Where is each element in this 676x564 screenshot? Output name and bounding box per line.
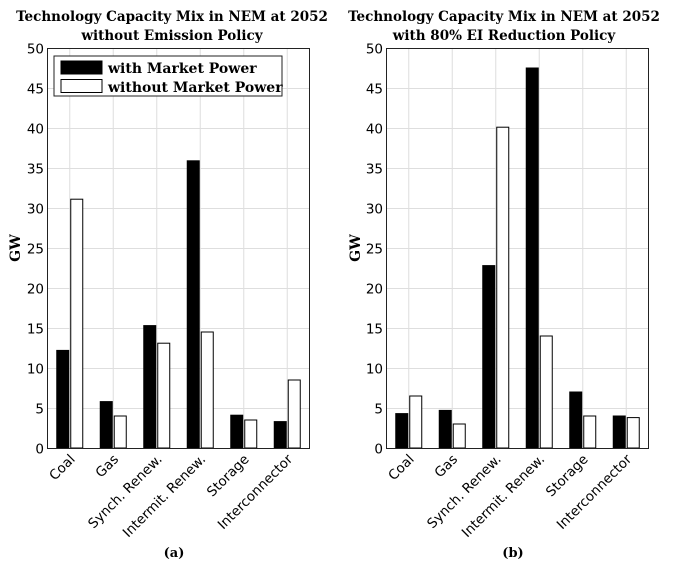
chart-title-line2: with 80% EI Reduction Policy <box>392 28 617 44</box>
x-tick-label: Interconnector <box>554 451 636 533</box>
legend-swatch-with-market-power <box>60 60 103 75</box>
bar-without-market-power <box>244 419 258 449</box>
chart-title-line1: Technology Capacity Mix in NEM at 2052 <box>16 9 328 25</box>
y-tick-label: 5 <box>35 402 44 418</box>
chart-panel-a: Technology Capacity Mix in NEM at 2052 w… <box>8 9 328 561</box>
y-tick-label: 45 <box>27 82 44 98</box>
y-tick-label: 40 <box>27 122 44 138</box>
plot-area-frame <box>47 48 310 449</box>
bar-without-market-power <box>583 415 597 449</box>
legend-label-without-market-power: without Market Power <box>107 80 283 96</box>
bar-with-market-power <box>438 409 452 449</box>
legend: with Market Power without Market Power <box>53 55 283 97</box>
plot-area-frame <box>386 48 649 449</box>
y-tick-label: 40 <box>366 122 383 138</box>
bar-without-market-power <box>452 423 466 449</box>
y-tick-label: 0 <box>35 442 44 458</box>
bar-with-market-power <box>569 391 583 449</box>
bar-without-market-power <box>496 126 510 449</box>
x-tick-label: Gas <box>432 452 462 482</box>
x-tick-label: Coal <box>46 452 78 484</box>
y-tick-label: 35 <box>27 162 44 178</box>
bar-with-market-power <box>143 325 157 449</box>
bar-without-market-power <box>409 395 423 449</box>
bar-without-market-power <box>200 331 214 449</box>
chart-title-line1: Technology Capacity Mix in NEM at 2052 <box>348 9 660 25</box>
bar-with-market-power <box>99 401 113 449</box>
x-tick-label: Synch. Renew. <box>85 452 165 532</box>
bar-without-market-power <box>539 335 553 449</box>
bar-with-market-power <box>230 414 244 449</box>
bar-without-market-power <box>626 417 640 449</box>
x-tick-label: Gas <box>93 452 123 482</box>
y-tick-label: 0 <box>374 442 383 458</box>
x-tick-label: Synch. Renew. <box>424 452 504 532</box>
y-tick-label: 35 <box>366 162 383 178</box>
bar-with-market-power <box>273 421 287 449</box>
y-tick-label: 5 <box>374 402 383 418</box>
bar-without-market-power <box>70 198 84 449</box>
y-tick-label: 50 <box>366 42 383 58</box>
y-axis-label: GW <box>8 234 24 262</box>
y-tick-label: 30 <box>366 202 383 218</box>
x-tick-label: Interconnector <box>215 451 297 533</box>
y-tick-label: 20 <box>366 282 383 298</box>
legend-swatch-without-market-power <box>60 79 103 93</box>
x-tick-label: Intermit. Renew. <box>120 452 209 541</box>
bar-without-market-power <box>113 415 127 449</box>
chart-panel-b: Technology Capacity Mix in NEM at 2052 w… <box>348 9 660 561</box>
subfigure-caption: (b) <box>502 546 523 561</box>
y-tick-label: 25 <box>27 242 44 258</box>
bar-without-market-power <box>287 379 301 449</box>
bar-without-market-power <box>157 342 171 449</box>
y-tick-label: 10 <box>27 362 44 378</box>
bar-with-market-power <box>186 160 200 449</box>
y-tick-label: 30 <box>27 202 44 218</box>
y-tick-label: 25 <box>366 242 383 258</box>
bar-with-market-power <box>612 415 626 449</box>
y-tick-label: 15 <box>366 322 383 338</box>
y-tick-label: 20 <box>27 282 44 298</box>
bar-with-market-power <box>395 413 409 449</box>
subfigure-caption: (a) <box>164 546 185 561</box>
legend-label-with-market-power: with Market Power <box>107 61 257 77</box>
y-axis-label: GW <box>348 234 364 262</box>
y-tick-label: 10 <box>366 362 383 378</box>
y-tick-label: 50 <box>27 42 44 58</box>
y-tick-label: 45 <box>366 82 383 98</box>
x-tick-label: Coal <box>385 452 417 484</box>
chart-title-line2: without Emission Policy <box>80 28 263 44</box>
bar-with-market-power <box>56 349 70 449</box>
x-tick-label: Intermit. Renew. <box>459 452 548 541</box>
bar-with-market-power <box>525 67 539 449</box>
bar-with-market-power <box>482 265 496 449</box>
y-tick-label: 15 <box>27 322 44 338</box>
